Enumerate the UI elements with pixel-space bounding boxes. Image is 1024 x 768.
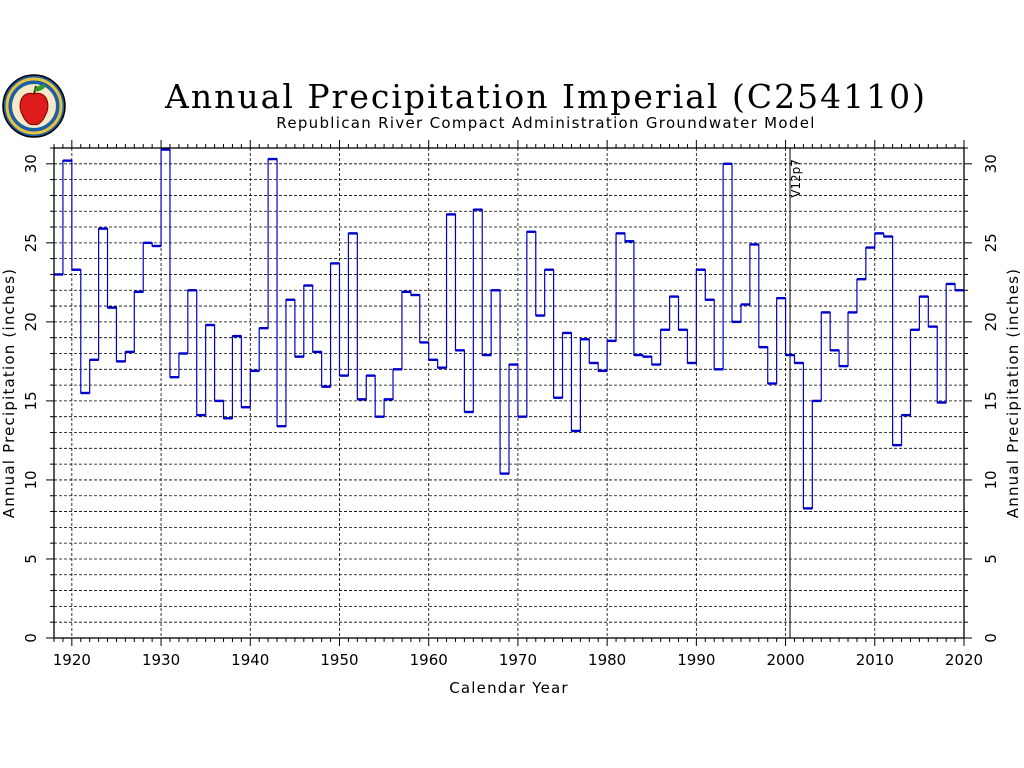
chart-subtitle: Republican River Compact Administration … [276,114,815,132]
y-tick-label-right: 0 [982,633,1000,643]
y-tick-label-left: 15 [22,391,40,410]
y-tick-label-left: 20 [22,312,40,331]
chart-title: Annual Precipitation Imperial (C254110) [164,77,927,116]
y-tick-label-left: 0 [22,633,40,643]
series-step-line [54,148,964,509]
logo [2,74,66,138]
x-tick-label: 1930 [142,651,180,669]
axis-ticks: 1920 1930 1940 1950 1960 1970 1980 1990 2000 2010… [22,140,1000,669]
x-tick-label: 2010 [856,651,894,669]
y-tick-label-left: 30 [22,154,40,173]
series-layer [54,148,964,510]
x-tick-label: 1970 [499,651,537,669]
y-tick-label-right: 30 [982,154,1000,173]
y-tick-label-right: 20 [982,312,1000,331]
y-tick-label-right: 5 [982,554,1000,564]
x-tick-label: 1990 [677,651,715,669]
x-tick-label: 1950 [320,651,358,669]
y-tick-label-left: 5 [22,554,40,564]
x-tick-label: 1960 [410,651,448,669]
x-tick-label: 2000 [766,651,804,669]
x-axis-label: Calendar Year [449,679,569,697]
y-axis-label-right: Annual Precipitation (inches) [1004,268,1022,518]
y-axis-label-left: Annual Precipitation (inches) [0,268,18,518]
x-tick-label: 1920 [53,651,91,669]
annotation: V12p7 [789,148,803,638]
y-tick-label-right: 10 [982,470,1000,489]
x-tick-label: 1940 [231,651,269,669]
x-tick-label: 1980 [588,651,626,669]
y-tick-label-right: 15 [982,391,1000,410]
x-tick-label: 2020 [945,651,983,669]
y-tick-label-right: 25 [982,233,1000,252]
y-tick-label-left: 10 [22,470,40,489]
annotation-label: V12p7 [789,159,803,198]
y-tick-label-left: 25 [22,233,40,252]
